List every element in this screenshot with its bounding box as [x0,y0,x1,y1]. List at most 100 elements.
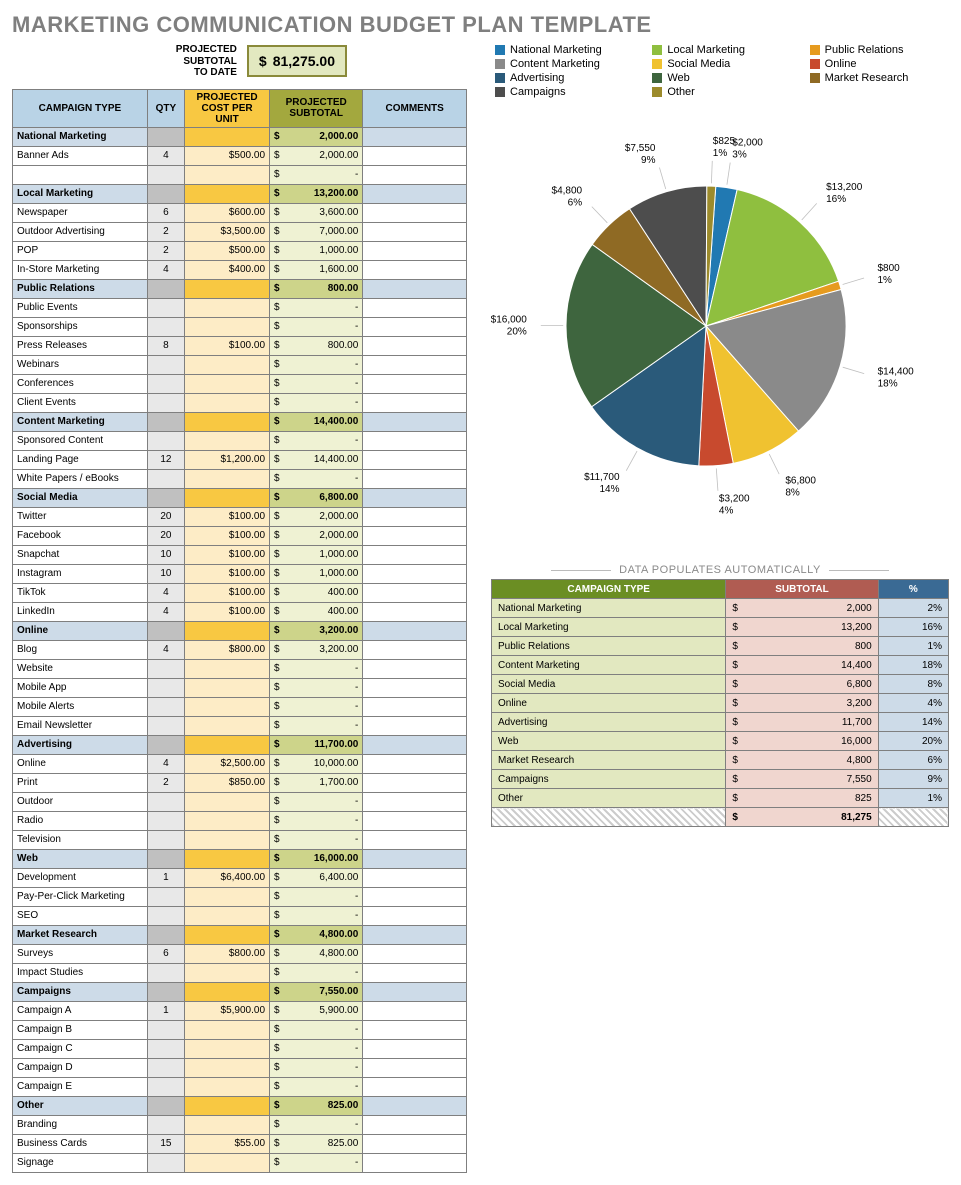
item-cost[interactable] [185,1020,270,1039]
item-qty[interactable] [147,165,184,184]
item-cost[interactable] [185,963,270,982]
item-comments[interactable] [363,317,467,336]
item-qty[interactable] [147,659,184,678]
item-label[interactable]: Newspaper [13,203,148,222]
item-label[interactable]: Business Cards [13,1134,148,1153]
item-label[interactable]: Online [13,754,148,773]
item-qty[interactable] [147,1020,184,1039]
item-label[interactable]: Website [13,659,148,678]
item-label[interactable]: Press Releases [13,336,148,355]
item-qty[interactable]: 15 [147,1134,184,1153]
item-cost[interactable] [185,165,270,184]
item-comments[interactable] [363,165,467,184]
item-label[interactable]: Email Newsletter [13,716,148,735]
item-qty[interactable] [147,1153,184,1172]
item-qty[interactable]: 1 [147,1001,184,1020]
item-comments[interactable] [363,564,467,583]
item-label[interactable]: Facebook [13,526,148,545]
item-comments[interactable] [363,146,467,165]
item-qty[interactable] [147,374,184,393]
item-cost[interactable]: $100.00 [185,336,270,355]
item-qty[interactable] [147,298,184,317]
item-qty[interactable]: 8 [147,336,184,355]
item-comments[interactable] [363,583,467,602]
item-qty[interactable] [147,906,184,925]
item-comments[interactable] [363,1134,467,1153]
item-cost[interactable]: $800.00 [185,944,270,963]
item-cost[interactable] [185,1039,270,1058]
item-cost[interactable]: $100.00 [185,602,270,621]
item-label[interactable]: Campaign A [13,1001,148,1020]
item-comments[interactable] [363,640,467,659]
item-qty[interactable]: 2 [147,773,184,792]
item-cost[interactable] [185,469,270,488]
item-cost[interactable] [185,1077,270,1096]
item-qty[interactable]: 4 [147,754,184,773]
item-label[interactable]: Webinars [13,355,148,374]
item-label[interactable] [13,165,148,184]
item-comments[interactable] [363,659,467,678]
item-comments[interactable] [363,431,467,450]
item-label[interactable]: Mobile App [13,678,148,697]
item-qty[interactable] [147,887,184,906]
item-cost[interactable] [185,1058,270,1077]
item-label[interactable]: Campaign E [13,1077,148,1096]
item-label[interactable]: Signage [13,1153,148,1172]
item-cost[interactable]: $850.00 [185,773,270,792]
item-qty[interactable]: 20 [147,507,184,526]
item-comments[interactable] [363,1001,467,1020]
item-comments[interactable] [363,393,467,412]
item-qty[interactable] [147,469,184,488]
item-comments[interactable] [363,830,467,849]
item-label[interactable]: Print [13,773,148,792]
item-label[interactable]: Instagram [13,564,148,583]
item-comments[interactable] [363,887,467,906]
item-cost[interactable]: $600.00 [185,203,270,222]
item-label[interactable]: Client Events [13,393,148,412]
item-cost[interactable] [185,792,270,811]
item-qty[interactable] [147,792,184,811]
item-label[interactable]: LinkedIn [13,602,148,621]
item-qty[interactable]: 2 [147,222,184,241]
item-cost[interactable]: $100.00 [185,564,270,583]
item-cost[interactable] [185,811,270,830]
item-comments[interactable] [363,298,467,317]
item-cost[interactable] [185,678,270,697]
item-qty[interactable]: 12 [147,450,184,469]
item-qty[interactable] [147,811,184,830]
item-label[interactable]: Outdoor [13,792,148,811]
item-comments[interactable] [363,754,467,773]
item-label[interactable]: TikTok [13,583,148,602]
item-label[interactable]: Mobile Alerts [13,697,148,716]
item-label[interactable]: Campaign D [13,1058,148,1077]
item-qty[interactable]: 4 [147,640,184,659]
item-label[interactable]: Public Events [13,298,148,317]
item-comments[interactable] [363,1039,467,1058]
item-comments[interactable] [363,1058,467,1077]
item-label[interactable]: POP [13,241,148,260]
item-comments[interactable] [363,1115,467,1134]
item-comments[interactable] [363,906,467,925]
item-label[interactable]: Impact Studies [13,963,148,982]
item-qty[interactable] [147,1077,184,1096]
item-comments[interactable] [363,792,467,811]
item-cost[interactable]: $100.00 [185,545,270,564]
item-comments[interactable] [363,773,467,792]
item-qty[interactable]: 4 [147,583,184,602]
item-cost[interactable] [185,659,270,678]
item-qty[interactable] [147,1058,184,1077]
item-cost[interactable] [185,1153,270,1172]
item-cost[interactable] [185,298,270,317]
item-comments[interactable] [363,678,467,697]
item-qty[interactable] [147,431,184,450]
item-comments[interactable] [363,1153,467,1172]
item-comments[interactable] [363,811,467,830]
item-cost[interactable] [185,317,270,336]
item-cost[interactable]: $6,400.00 [185,868,270,887]
item-qty[interactable] [147,697,184,716]
item-comments[interactable] [363,1077,467,1096]
item-comments[interactable] [363,507,467,526]
item-qty[interactable]: 4 [147,146,184,165]
item-cost[interactable] [185,374,270,393]
item-comments[interactable] [363,241,467,260]
